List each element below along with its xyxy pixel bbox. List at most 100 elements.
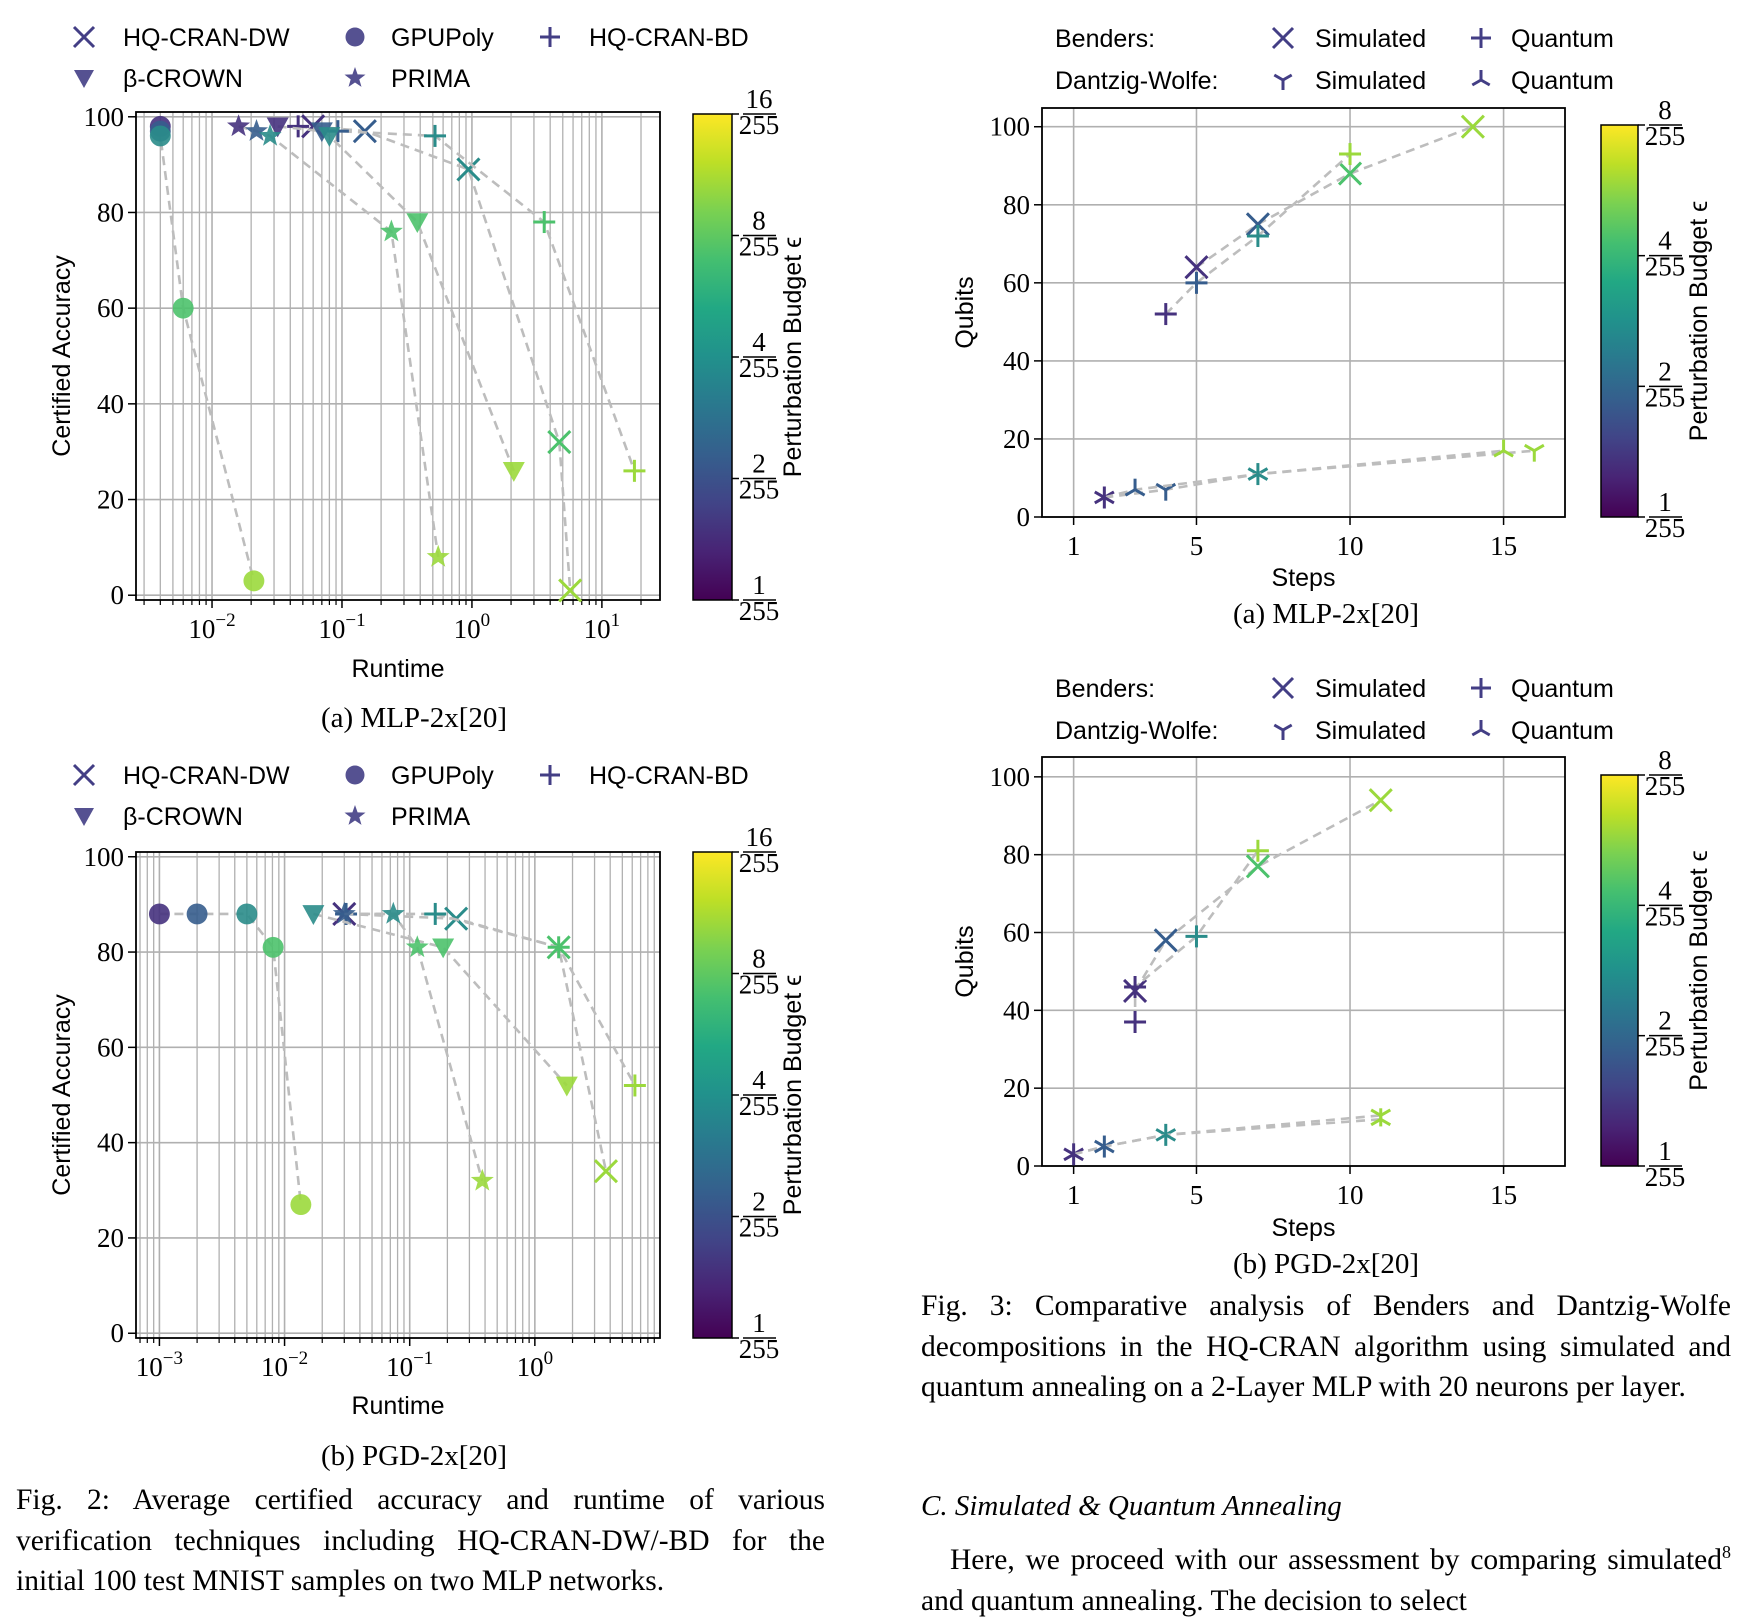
legend-label: Simulated xyxy=(1315,67,1426,95)
data-point xyxy=(1094,486,1115,505)
data-point xyxy=(262,936,284,958)
plot-frame xyxy=(135,851,661,1339)
data-point xyxy=(533,211,556,234)
series-hq-cran-dw xyxy=(301,114,583,603)
series-dashed-line xyxy=(1073,1118,1381,1156)
fraction-denominator: 255 xyxy=(739,110,780,140)
series-quantum xyxy=(1154,143,1362,326)
series-dashed-line xyxy=(1133,799,1382,992)
colorbar xyxy=(692,851,733,1339)
plot-frame xyxy=(135,111,661,601)
data-point xyxy=(1246,225,1269,248)
footnote-mark: 8 xyxy=(1722,1542,1731,1563)
legend-marker-icon xyxy=(1471,720,1491,737)
series-simulated xyxy=(1063,1108,1392,1166)
y-tick-label: 20 xyxy=(1003,1073,1030,1103)
y-tick-label: 0 xyxy=(111,1318,125,1348)
data-point xyxy=(558,578,583,603)
legend-label: PRIMA xyxy=(391,803,471,831)
y-tick-label: 80 xyxy=(97,937,124,967)
y-axis-label: Qubits xyxy=(951,276,979,348)
data-point xyxy=(623,459,646,482)
fraction-denominator: 255 xyxy=(739,1091,780,1121)
legend-label: PRIMA xyxy=(391,65,471,93)
series-dashed-line xyxy=(346,912,637,1087)
fraction-numerator: 1 xyxy=(1658,1136,1672,1166)
legend-marker-icon xyxy=(1271,676,1295,700)
data-point xyxy=(318,127,341,147)
legend-marker-icon xyxy=(1273,73,1293,90)
series-dashed-line xyxy=(313,912,568,1087)
data-point xyxy=(381,901,405,924)
fraction-denominator: 255 xyxy=(1645,252,1686,282)
legend-label: Quantum xyxy=(1511,717,1614,745)
colorbar-label: Perturbation Budget ϵ xyxy=(1685,850,1713,1090)
plot-frame xyxy=(1041,756,1566,1167)
fig3a-caption: (a) MLP-2x[20] xyxy=(1232,598,1420,630)
legend-label: HQ-CRAN-DW xyxy=(123,762,290,790)
fig2-caption-text: Fig. 2: Average certified accuracy and r… xyxy=(16,1484,825,1597)
fraction-denominator: 255 xyxy=(1645,771,1686,801)
x-tick-label: 5 xyxy=(1190,531,1204,561)
series-simulated xyxy=(1094,443,1545,509)
legend: HQ-CRAN-DW GPUPoly HQ-CRAN-BD β-CROWN PRIMA xyxy=(72,762,749,831)
y-tick-label: 60 xyxy=(1003,918,1030,948)
fraction-numerator: 8 xyxy=(752,944,766,974)
x-tick-label: 15 xyxy=(1490,531,1517,561)
y-tick-label: 20 xyxy=(97,1223,124,1253)
fraction-denominator: 255 xyxy=(1645,513,1686,543)
x-tick-label: 101 xyxy=(584,610,621,644)
legend-marker-icon xyxy=(540,765,560,785)
fraction-numerator: 4 xyxy=(1658,226,1672,256)
series-dashed-line xyxy=(1195,125,1474,269)
data-point xyxy=(172,297,194,319)
fraction-numerator: 8 xyxy=(752,206,766,236)
legend-group-label: Benders: xyxy=(1055,675,1155,703)
series-simulated xyxy=(1122,788,1393,1003)
fraction-numerator: 4 xyxy=(752,1065,766,1095)
data-point xyxy=(379,219,403,242)
y-tick-label: 100 xyxy=(84,842,125,872)
fraction-numerator: 16 xyxy=(746,84,773,114)
data-point xyxy=(1246,839,1269,862)
fraction-denominator: 255 xyxy=(1645,121,1686,151)
legend-label: Simulated xyxy=(1315,717,1426,745)
legend: Benders: Dantzig-Wolfe: Simulated Quantum Si… xyxy=(1055,675,1614,745)
legend-marker-icon xyxy=(74,808,94,826)
data-point xyxy=(186,903,208,925)
fraction-numerator: 2 xyxy=(1658,1006,1672,1036)
legend-marker-icon xyxy=(344,805,366,825)
legend: Benders: Dantzig-Wolfe: Simulated Quantum Si… xyxy=(1055,25,1614,95)
y-tick-label: 40 xyxy=(97,389,124,419)
legend-label: β-CROWN xyxy=(123,65,243,93)
legend-marker-icon xyxy=(1271,26,1295,50)
fraction-denominator: 255 xyxy=(1645,1032,1686,1062)
fraction-numerator: 2 xyxy=(1658,356,1672,386)
data-point xyxy=(426,544,450,567)
y-tick-label: 0 xyxy=(1017,1151,1031,1181)
colorbar xyxy=(692,113,733,601)
legend-marker-icon xyxy=(1471,678,1491,698)
fraction-denominator: 255 xyxy=(739,1213,780,1243)
y-tick-label: 40 xyxy=(1003,995,1030,1025)
series-gpupoly xyxy=(148,903,312,1216)
series-quantum xyxy=(1124,839,1269,1034)
fraction-numerator: 8 xyxy=(1658,95,1672,125)
paragraph-text: Here, we proceed with our assessment by … xyxy=(950,1544,1722,1576)
data-point xyxy=(148,903,170,925)
y-tick-label: 20 xyxy=(1003,424,1030,454)
x-tick-label: 1 xyxy=(1067,1180,1081,1210)
data-point xyxy=(456,157,481,182)
x-tick-label: 10−2 xyxy=(261,1348,308,1382)
